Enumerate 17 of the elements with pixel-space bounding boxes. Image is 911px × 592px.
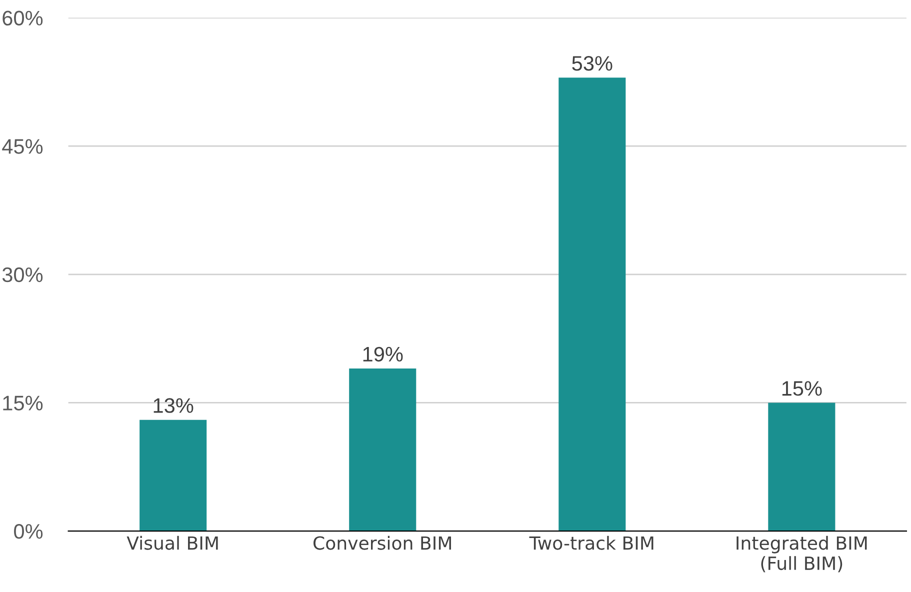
y-tick-label: 45%: [2, 139, 43, 154]
data-label: 19%: [363, 346, 403, 362]
data-label: 13%: [154, 398, 194, 413]
y-tick-label: 30%: [2, 267, 43, 282]
y-tick-label: 60%: [2, 10, 43, 26]
bar: [768, 402, 836, 532]
x-tick-label: Integrated BIM (Full BIM): [736, 536, 867, 572]
y-tick-label: 15%: [3, 396, 43, 410]
bar: [558, 78, 626, 532]
bar: [140, 420, 207, 532]
y-tick-label: 0%: [14, 524, 43, 539]
data-label: 15%: [782, 381, 822, 396]
bar: [349, 368, 416, 532]
x-tick-label: Conversion BIM: [314, 536, 451, 550]
data-label: 53%: [572, 56, 612, 71]
x-tick-label: Two-track BIM: [529, 536, 654, 550]
x-tick-label: Visual BIM: [126, 536, 218, 550]
